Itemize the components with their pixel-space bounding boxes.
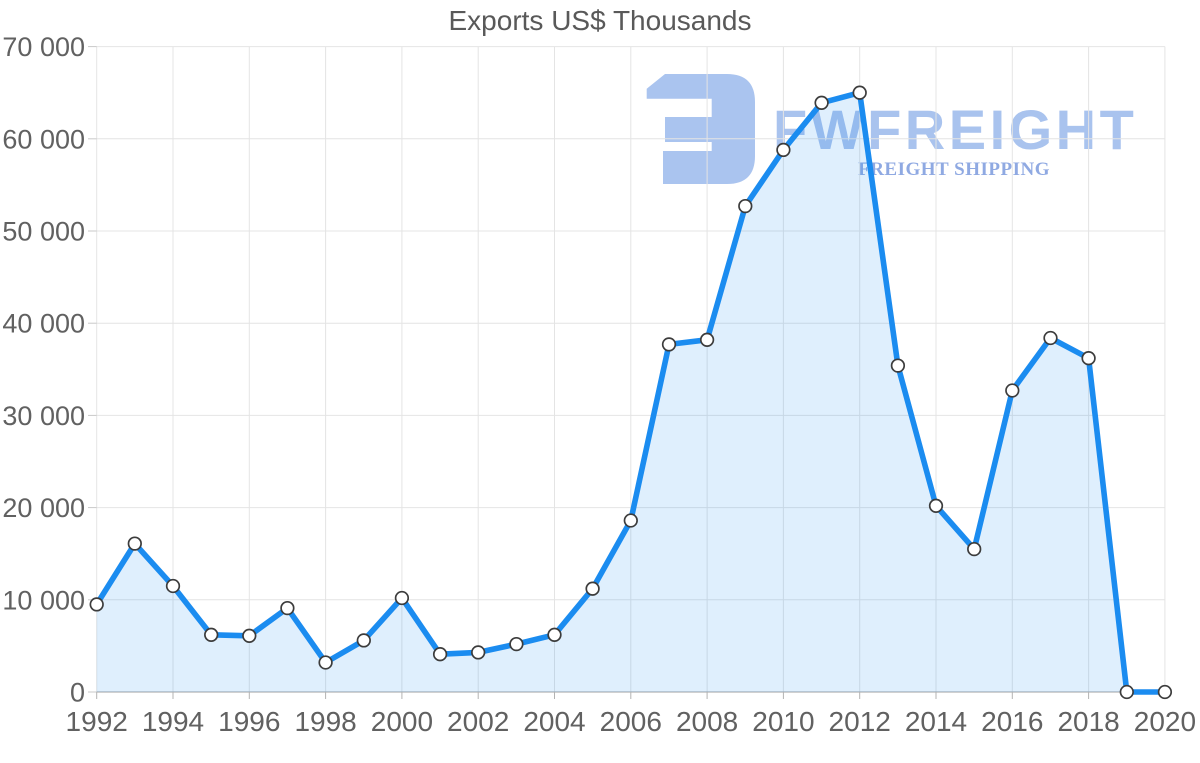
data-point-2001 [432, 647, 448, 662]
y-axis-label: 70 000 [2, 32, 85, 62]
data-point-1997 [280, 600, 295, 616]
data-point-2008 [699, 332, 715, 347]
x-axis-label: 1996 [218, 706, 280, 737]
data-point-2000 [394, 590, 410, 606]
data-point-2016 [1005, 383, 1020, 398]
x-axis-label: 2004 [523, 706, 585, 737]
data-point-2014 [928, 498, 944, 513]
data-point-2010 [776, 142, 791, 158]
y-axis-label: 10 000 [2, 585, 85, 615]
data-point-2007 [661, 337, 677, 352]
data-point-2015 [967, 541, 982, 557]
exports-series [89, 85, 1173, 700]
watermark: FWFREIGHT FREIGHT SHIPPING [646, 74, 1137, 184]
y-axis-label: 30 000 [2, 401, 85, 431]
data-point-2013 [890, 358, 906, 373]
data-point-2003 [509, 636, 524, 652]
x-axis-label: 2000 [371, 706, 433, 737]
x-axis-label: 2006 [600, 706, 662, 737]
data-point-2005 [585, 581, 600, 596]
x-axis-label: 2010 [752, 706, 814, 737]
gridlines [96, 46, 1166, 693]
data-point-1994 [165, 578, 181, 594]
x-axis-label: 1998 [294, 706, 356, 737]
data-point-2002 [471, 645, 486, 660]
x-axis-label: 2018 [1057, 706, 1119, 737]
data-point-2018 [1081, 351, 1096, 366]
x-axis-label: 1992 [66, 706, 128, 737]
x-axis-label: 2002 [447, 706, 509, 737]
data-point-2017 [1043, 330, 1058, 346]
data-point-1999 [356, 633, 371, 648]
series-area [96, 92, 1165, 692]
y-axis-label: 40 000 [2, 309, 85, 339]
data-point-2009 [738, 198, 753, 214]
brand-tagline: FREIGHT SHIPPING [858, 159, 1050, 180]
x-axis-label: 2020 [1134, 706, 1196, 737]
data-point-2006 [623, 513, 638, 528]
data-point-2011 [814, 95, 829, 110]
x-axis-label: 2012 [829, 706, 891, 737]
y-axis-label: 50 000 [2, 217, 85, 247]
data-point-1996 [242, 628, 257, 643]
x-axis-label: 2016 [981, 706, 1043, 737]
brand-wordmark: FWFREIGHT [773, 98, 1137, 161]
brand-logo-icon [646, 74, 755, 184]
x-axis-label: 2014 [905, 706, 967, 737]
y-axis-label: 60 000 [2, 124, 85, 154]
data-point-2012 [852, 85, 867, 100]
y-axis-label: 20 000 [2, 493, 85, 523]
data-point-1993 [127, 536, 142, 551]
data-point-2019 [1119, 684, 1134, 700]
x-axis-label: 1994 [142, 706, 204, 737]
data-point-1995 [204, 627, 219, 642]
data-point-2004 [547, 627, 562, 642]
y-axis-label: 0 [70, 678, 85, 708]
data-point-1998 [318, 655, 333, 670]
data-point-1992 [89, 597, 104, 612]
axes: 0 10 000 20 000 30 000 40 000 50 000 60 000 70 … [2, 32, 1196, 737]
chart-title: Exports US$ Thousands [448, 5, 752, 36]
data-point-2020 [1157, 684, 1173, 700]
x-axis-label: 2008 [676, 706, 738, 737]
